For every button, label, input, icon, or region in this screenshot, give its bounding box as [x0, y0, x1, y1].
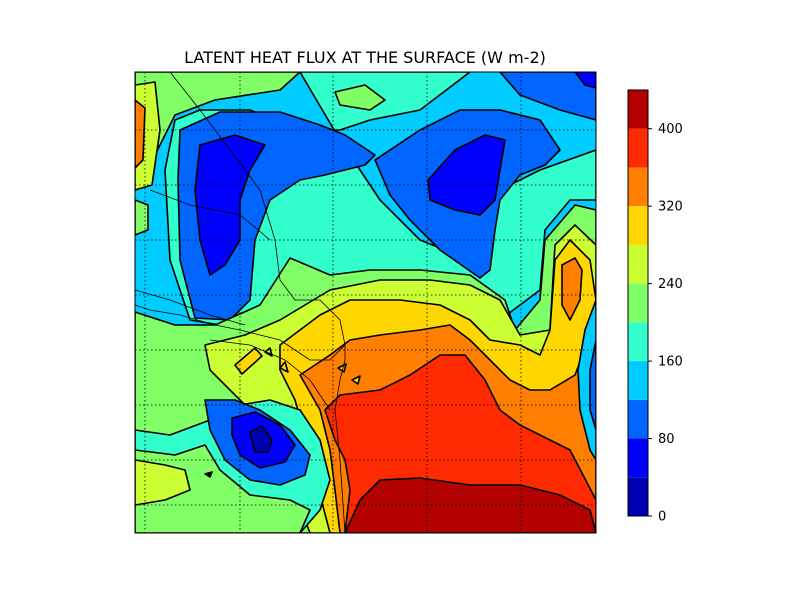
graticule	[135, 72, 596, 533]
colorbar-segment	[628, 128, 648, 168]
contour-band-left-orange	[135, 99, 146, 169]
contour-high-bottom	[344, 477, 596, 533]
contour-band-lower-left-yellow	[135, 459, 191, 506]
contour-corner-top-right-dark	[574, 72, 596, 89]
plot-frame	[134, 71, 597, 534]
colorbar-tick-label: 320	[658, 200, 683, 215]
contour-island-6	[351, 375, 361, 385]
colorbar-segment	[628, 438, 648, 478]
colorbar-tick-label: 160	[658, 355, 683, 370]
colorbar: 0 80 160 240 320 400	[627, 89, 683, 525]
contour-low-lower-left-inner	[249, 425, 273, 453]
colorbar-segment	[628, 206, 648, 245]
contour-band-lower-left-green	[135, 444, 311, 533]
contour-island-1	[234, 347, 263, 375]
colorbar-segment	[628, 322, 648, 362]
chart-title: LATENT HEAT FLUX AT THE SURFACE (W m-2)	[184, 48, 546, 67]
colorbar-tick-label: 0	[658, 510, 666, 525]
contour-low-upper-right-inner	[427, 134, 506, 216]
contour-spot-right-orange	[561, 257, 583, 321]
colorbar-segment	[628, 361, 648, 400]
contour-band-left-green2	[135, 199, 149, 236]
contour-island-4	[204, 471, 213, 478]
contour-low-right-edge-blue	[589, 339, 596, 431]
colorbar-tick-label: 400	[658, 122, 683, 137]
contour-low-right-edge-cyan	[577, 299, 596, 461]
contour-small-island-top	[334, 84, 386, 111]
contour-corner-top-right-blue	[499, 72, 596, 121]
colorbar-segment	[628, 90, 648, 129]
colorbar-segment	[628, 167, 648, 207]
contour-field	[135, 72, 596, 533]
colorbar-segment	[628, 399, 648, 439]
colorbar-segment	[628, 283, 648, 323]
colorbar-frame	[627, 89, 649, 517]
colorbar-segment	[628, 244, 648, 284]
contour-island-2	[279, 361, 289, 373]
colorbar-tick-label: 240	[658, 277, 683, 292]
contour-island-5	[337, 363, 347, 373]
colorbar-tick-label: 80	[658, 432, 675, 447]
colorbar-segment	[628, 477, 648, 516]
